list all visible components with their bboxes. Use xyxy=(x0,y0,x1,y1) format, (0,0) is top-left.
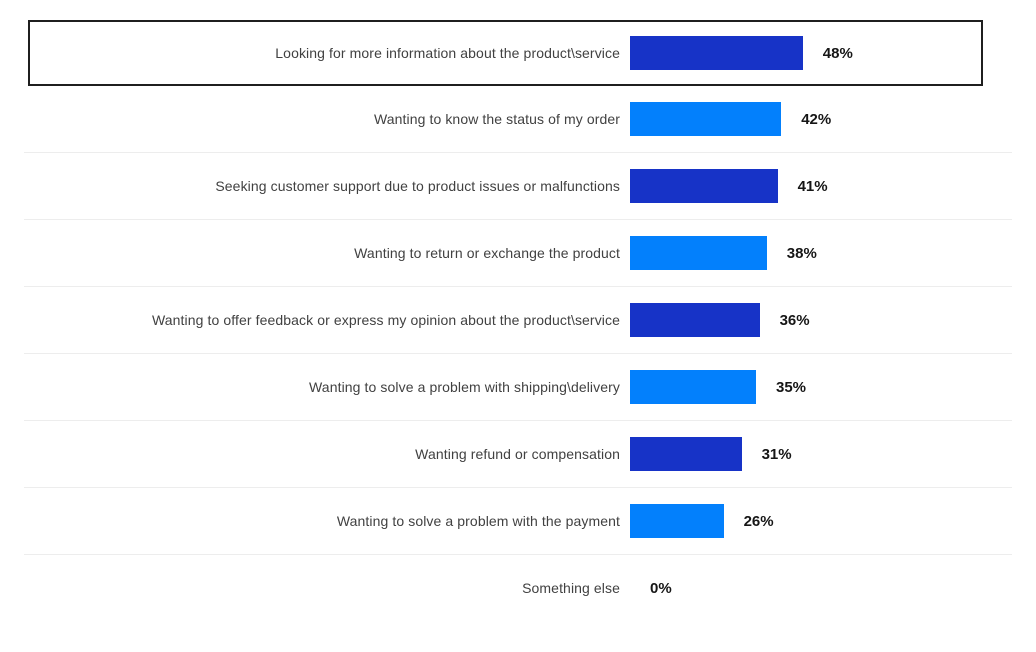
category-label: Wanting refund or compensation xyxy=(415,445,620,462)
category-label: Something else xyxy=(522,579,620,596)
category-label: Wanting to solve a problem with the paym… xyxy=(336,512,620,529)
chart-row[interactable]: Wanting refund or compensation 31% xyxy=(0,421,1036,487)
chart-row[interactable]: Seeking customer support due to product … xyxy=(0,153,1036,219)
value-label: 0% xyxy=(650,579,672,597)
chart-row[interactable]: Wanting to solve a problem with shipping… xyxy=(0,354,1036,420)
bar xyxy=(630,236,767,270)
chart-row[interactable]: Wanting to solve a problem with the paym… xyxy=(0,488,1036,554)
bar xyxy=(630,102,782,136)
chart-row[interactable]: Something else 0% xyxy=(0,555,1036,621)
value-label: 42% xyxy=(801,110,832,128)
bar xyxy=(630,504,724,538)
chart-row[interactable]: Wanting to offer feedback or express my … xyxy=(0,287,1036,353)
row-divider xyxy=(24,487,1012,488)
row-divider xyxy=(24,219,1012,220)
category-label: Looking for more information about the p… xyxy=(275,44,620,61)
row-divider xyxy=(24,420,1012,421)
row-divider xyxy=(24,353,1012,354)
value-label: 41% xyxy=(797,177,828,195)
bar xyxy=(630,437,742,471)
chart-row[interactable]: Wanting to know the status of my order 4… xyxy=(0,86,1036,152)
category-label: Wanting to offer feedback or express my … xyxy=(151,311,620,328)
value-label: 35% xyxy=(776,378,807,396)
row-divider xyxy=(24,554,1012,555)
value-label: 26% xyxy=(743,512,774,530)
bar xyxy=(630,303,760,337)
category-label: Seeking customer support due to product … xyxy=(215,177,620,194)
value-label: 38% xyxy=(786,244,817,262)
bar xyxy=(630,169,778,203)
value-label: 48% xyxy=(822,44,853,62)
chart-row[interactable]: Wanting to return or exchange the produc… xyxy=(0,220,1036,286)
row-divider xyxy=(24,286,1012,287)
value-label: 36% xyxy=(779,311,810,329)
category-label: Wanting to know the status of my order xyxy=(373,110,620,127)
category-label: Wanting to return or exchange the produc… xyxy=(354,244,620,261)
bar xyxy=(630,36,803,70)
value-label: 31% xyxy=(761,445,792,463)
bar xyxy=(630,370,756,404)
chart-row[interactable]: Looking for more information about the p… xyxy=(0,20,1036,86)
row-divider xyxy=(24,152,1012,153)
category-label: Wanting to solve a problem with shipping… xyxy=(309,378,620,395)
